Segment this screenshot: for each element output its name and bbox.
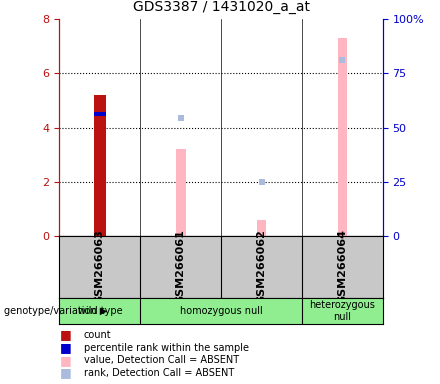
Text: ■: ■ — [59, 341, 71, 354]
Text: ■: ■ — [59, 366, 71, 379]
Text: count: count — [84, 330, 111, 340]
Text: wild type: wild type — [77, 306, 122, 316]
Text: GSM266062: GSM266062 — [257, 230, 267, 304]
Bar — [176, 149, 186, 236]
Bar — [337, 38, 347, 236]
Text: GSM266064: GSM266064 — [337, 229, 347, 305]
Text: ■: ■ — [59, 328, 71, 341]
Text: homozygous null: homozygous null — [180, 306, 263, 316]
Text: heterozygous
null: heterozygous null — [309, 300, 375, 322]
Text: percentile rank within the sample: percentile rank within the sample — [84, 343, 249, 353]
Bar — [257, 220, 266, 236]
Text: GSM266063: GSM266063 — [95, 230, 105, 304]
Title: GDS3387 / 1431020_a_at: GDS3387 / 1431020_a_at — [132, 0, 310, 14]
Text: genotype/variation ▶: genotype/variation ▶ — [4, 306, 108, 316]
Text: rank, Detection Call = ABSENT: rank, Detection Call = ABSENT — [84, 368, 234, 378]
Bar — [94, 113, 106, 116]
Text: value, Detection Call = ABSENT: value, Detection Call = ABSENT — [84, 355, 239, 365]
Bar — [94, 95, 106, 236]
Text: ■: ■ — [59, 354, 71, 367]
Text: GSM266061: GSM266061 — [176, 230, 186, 304]
